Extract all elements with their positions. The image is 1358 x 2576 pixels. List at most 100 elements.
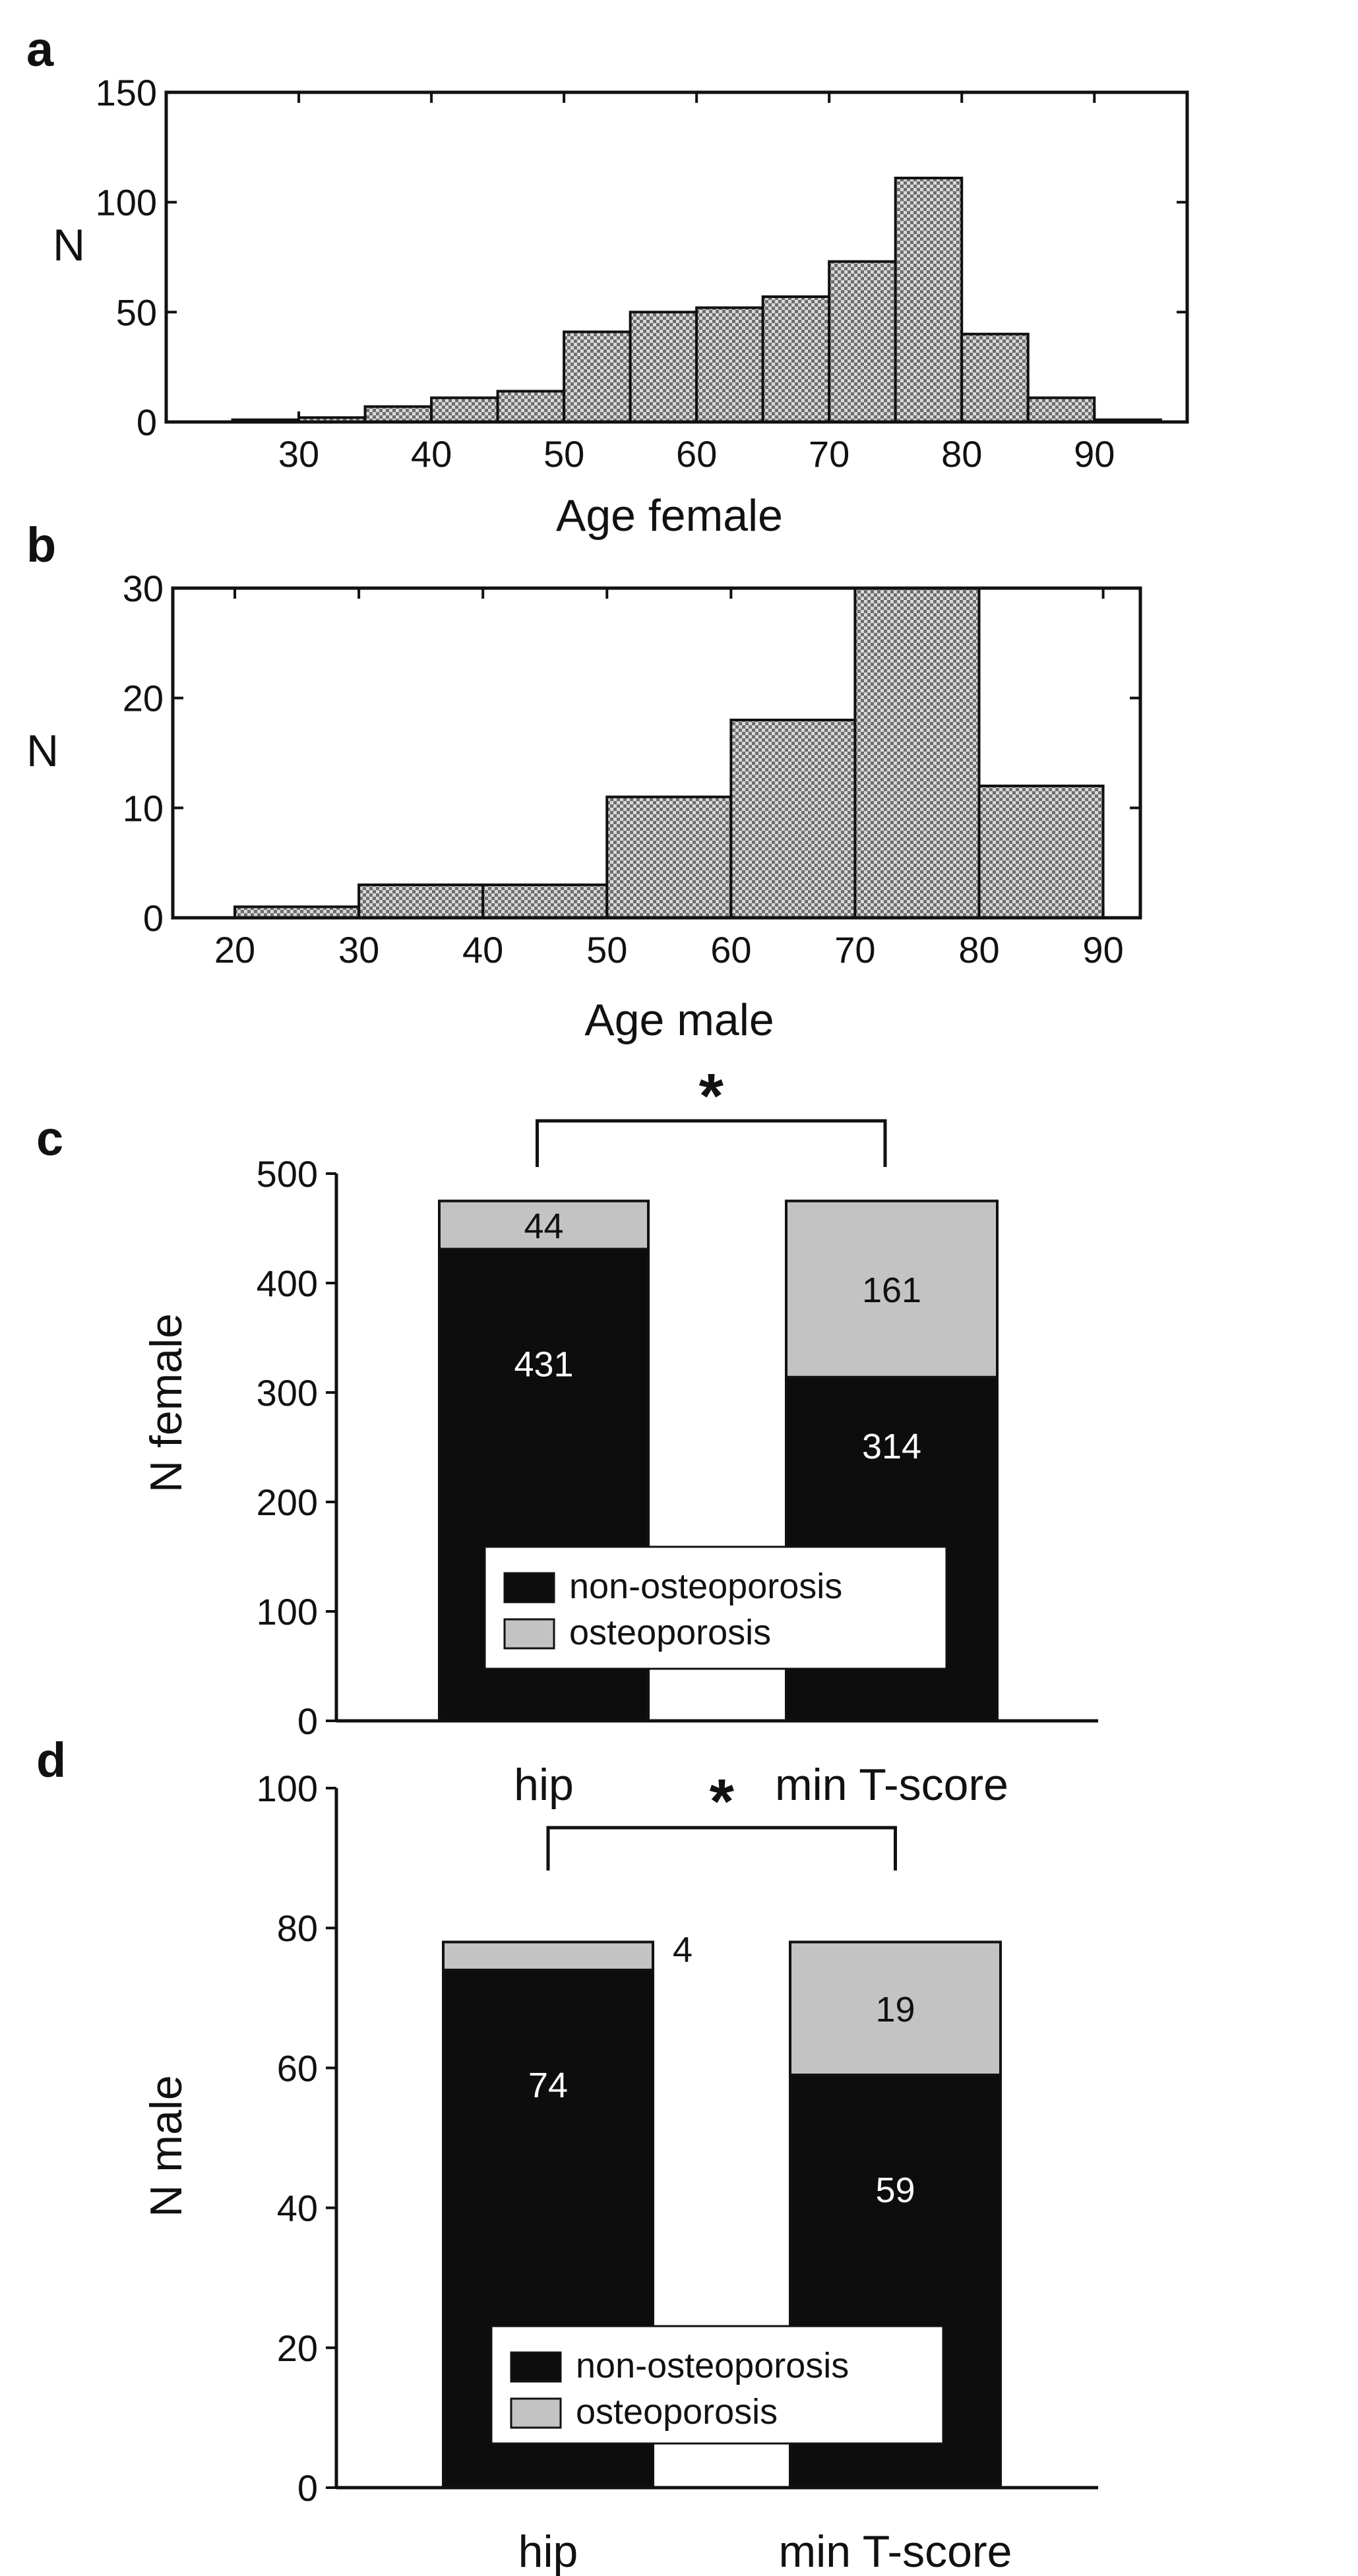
panel-b-letter: b bbox=[26, 518, 56, 572]
panel-a-x-tick-label: 70 bbox=[809, 433, 849, 475]
panel-d-y-axis-label: N male bbox=[141, 2075, 191, 2217]
panel-b-x-tick-label: 80 bbox=[958, 929, 999, 971]
panel-c-legend-box bbox=[483, 1545, 948, 1670]
panel-d-significance-star: * bbox=[710, 1766, 735, 1837]
panel-b-x-tick-label: 60 bbox=[710, 929, 751, 971]
panel-a-bar-45 bbox=[496, 390, 566, 423]
panel-b-y-tick-label: 10 bbox=[123, 787, 164, 829]
panel-a-bar-70 bbox=[828, 260, 897, 423]
panel-a-y-axis-label: N bbox=[53, 220, 85, 270]
panel-a-bar-40 bbox=[430, 396, 499, 423]
panel-d-letter: d bbox=[36, 1733, 66, 1787]
panel-d-label-hip-non-osteoporosis: 74 bbox=[528, 2066, 568, 2105]
panel-a-x-tick-label: 30 bbox=[278, 433, 319, 475]
panel-a-histogram-female: a 0 50 100 150 30 40 50 60 70 80 90 N Age female bbox=[26, 22, 1189, 541]
panel-c-label-min-t-score-osteoporosis: 161 bbox=[862, 1271, 921, 1310]
panel-c-label-hip-non-osteoporosis: 431 bbox=[514, 1345, 573, 1385]
panel-d-stacked-male: d 74 4 hip 59 19 min T-score 0 20 40 60 80 100 * non-… bbox=[36, 1733, 1098, 2576]
panel-d-category-label-min-t-score: min T-score bbox=[779, 2527, 1012, 2576]
panel-b-y-tick-label: 30 bbox=[123, 568, 164, 609]
panel-a-plot-area: 0 50 100 150 30 40 50 60 70 80 90 bbox=[96, 72, 1189, 475]
panel-c-label-min-t-score-non-osteoporosis: 314 bbox=[862, 1427, 921, 1466]
panel-a-axes-frame bbox=[164, 90, 1189, 424]
panel-b-x-tick-label: 50 bbox=[586, 929, 627, 971]
panel-c-stacked-female: c 431 44 hip 314 161 min T-score 0 100 200 300 400… bbox=[36, 1061, 1098, 1810]
panel-c-significance-bracket bbox=[536, 1119, 887, 1167]
panel-b-axes-frame bbox=[171, 586, 1142, 920]
panel-a-bar-50 bbox=[563, 330, 632, 424]
panel-b-plot-area: 0 10 20 30 20 30 40 50 60 70 80 90 bbox=[123, 568, 1142, 971]
panel-d-legend-box bbox=[490, 2325, 944, 2445]
panel-c-letter: c bbox=[36, 1111, 63, 1166]
panel-d-y-tick-label: 0 bbox=[297, 2467, 318, 2509]
panel-b-bar-30 bbox=[357, 884, 485, 919]
panel-c-y-tick-label: 300 bbox=[257, 1372, 318, 1414]
panel-c-label-hip-osteoporosis: 44 bbox=[524, 1207, 563, 1246]
panel-d-label-min-t-score-non-osteoporosis: 59 bbox=[875, 2171, 915, 2210]
panel-a-bar-65 bbox=[761, 295, 831, 423]
panel-b-y-tick-label: 0 bbox=[143, 897, 164, 939]
panel-b-x-tick-label: 20 bbox=[214, 929, 255, 971]
panel-b-x-tick-label: 90 bbox=[1082, 929, 1123, 971]
panel-a-bar-35 bbox=[363, 405, 433, 424]
panel-a-letter: a bbox=[26, 22, 54, 76]
panel-c-y-tick-label: 500 bbox=[257, 1153, 318, 1195]
panel-a-bar-85 bbox=[1026, 396, 1096, 423]
panel-d-label-hip-osteoporosis: 4 bbox=[673, 1930, 693, 1969]
panel-b-x-axis-label: Age male bbox=[584, 995, 774, 1045]
panel-a-bar-55 bbox=[629, 311, 698, 424]
panel-c-legend-swatch-non-osteoporosis bbox=[503, 1572, 555, 1603]
panel-d-y-tick-label: 20 bbox=[277, 2327, 318, 2369]
panel-d-y-tick-label: 80 bbox=[277, 1907, 318, 1949]
panel-d-label-min-t-score-osteoporosis: 19 bbox=[875, 1990, 915, 2029]
panel-b-bar-80 bbox=[977, 785, 1105, 919]
panel-c-legend: non-osteoporosis osteoporosis bbox=[483, 1545, 948, 1670]
panel-c-y-tick-label: 100 bbox=[257, 1591, 318, 1632]
panel-b-x-tick-label: 40 bbox=[462, 929, 503, 971]
panel-d-y-tick-label: 60 bbox=[277, 2047, 318, 2089]
panel-a-x-axis-label: Age female bbox=[556, 491, 783, 541]
panel-a-bar-80 bbox=[960, 332, 1030, 423]
panel-c-category-label-min-t-score: min T-score bbox=[775, 1760, 1008, 1810]
panel-d-legend-label-osteoporosis: osteoporosis bbox=[576, 2392, 778, 2432]
panel-d-bar-hip-osteoporosis bbox=[442, 1940, 654, 1971]
panel-a-x-tick-label: 90 bbox=[1074, 433, 1115, 475]
panel-a-y-tick-label: 100 bbox=[96, 182, 157, 224]
panel-b-histogram-male: b 0 10 20 30 20 30 40 50 60 70 80 90 N Age male bbox=[26, 518, 1142, 1045]
panel-d-significance-bracket bbox=[546, 1826, 897, 1871]
panel-a-y-tick-label: 0 bbox=[137, 402, 157, 443]
panel-c-y-tick-label: 400 bbox=[257, 1263, 318, 1304]
panel-a-bar-75 bbox=[894, 177, 964, 423]
panel-d-y-tick-label: 40 bbox=[277, 2188, 318, 2229]
panel-a-y-tick-label: 150 bbox=[96, 72, 157, 113]
panel-b-bar-50 bbox=[605, 795, 733, 919]
panel-b-bar-40 bbox=[481, 884, 609, 919]
panel-d-y-tick-label: 100 bbox=[257, 1768, 318, 1809]
panel-c-legend-label-osteoporosis: osteoporosis bbox=[569, 1613, 771, 1652]
panel-a-x-tick-label: 50 bbox=[543, 433, 584, 475]
panel-c-significance-star: * bbox=[699, 1061, 724, 1131]
panel-c-bar-hip-osteoporosis bbox=[438, 1199, 650, 1251]
panel-d-legend-swatch-osteoporosis bbox=[510, 2397, 562, 2429]
panel-c-y-tick-label: 200 bbox=[257, 1482, 318, 1523]
panel-b-x-tick-label: 30 bbox=[338, 929, 379, 971]
panel-b-bar-70 bbox=[853, 587, 981, 919]
panel-a-x-tick-label: 40 bbox=[411, 433, 452, 475]
panel-b-bar-60 bbox=[729, 719, 857, 919]
panel-d-plot-area: 74 4 hip 59 19 min T-score 0 20 40 60 80 100 * non-os… bbox=[257, 1766, 1098, 2576]
panel-a-x-tick-label: 80 bbox=[941, 433, 982, 475]
panel-d-legend: non-osteoporosis osteoporosis bbox=[490, 2325, 944, 2445]
panel-c-category-label-hip: hip bbox=[514, 1760, 574, 1810]
panel-a-bar-60 bbox=[695, 306, 764, 423]
panel-d-legend-label-non-osteoporosis: non-osteoporosis bbox=[576, 2346, 849, 2385]
panel-c-plot-area: 431 44 hip 314 161 min T-score 0 100 200 300 400 50… bbox=[257, 1061, 1098, 1810]
panel-b-x-tick-label: 70 bbox=[834, 929, 875, 971]
panel-c-legend-label-non-osteoporosis: non-osteoporosis bbox=[569, 1567, 842, 1606]
panel-d-legend-swatch-non-osteoporosis bbox=[510, 2351, 562, 2383]
panel-a-y-tick-label: 50 bbox=[116, 291, 157, 333]
panel-b-y-axis-label: N bbox=[26, 726, 59, 776]
panel-c-legend-swatch-osteoporosis bbox=[503, 1618, 555, 1650]
panel-d-bar-min-t-score-osteoporosis bbox=[789, 1940, 1002, 2077]
panel-d-category-label-hip: hip bbox=[518, 2527, 578, 2576]
